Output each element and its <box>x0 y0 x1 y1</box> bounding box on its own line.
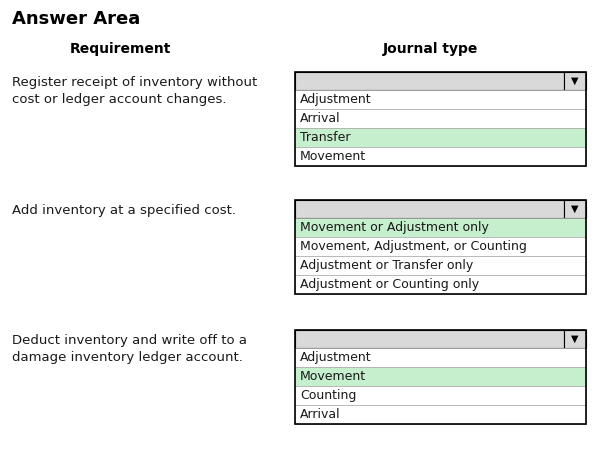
Bar <box>295 330 586 424</box>
Bar <box>564 200 586 218</box>
Text: Movement, Adjustment, or Counting: Movement, Adjustment, or Counting <box>300 240 527 253</box>
Text: Counting: Counting <box>300 389 356 402</box>
Bar <box>295 348 586 367</box>
Text: Journal type: Journal type <box>382 42 478 56</box>
Bar <box>295 72 586 166</box>
Bar <box>295 147 586 166</box>
Text: ▼: ▼ <box>571 204 579 214</box>
Text: Movement: Movement <box>300 150 366 163</box>
Bar <box>295 367 586 386</box>
Bar <box>564 72 586 90</box>
Bar <box>295 275 586 294</box>
Text: Arrival: Arrival <box>300 112 341 125</box>
Text: Requirement: Requirement <box>69 42 170 56</box>
Text: Deduct inventory and write off to a
damage inventory ledger account.: Deduct inventory and write off to a dama… <box>12 334 247 364</box>
Bar <box>295 386 586 405</box>
Text: ▼: ▼ <box>571 334 579 344</box>
Bar <box>295 90 586 109</box>
Text: Register receipt of inventory without
cost or ledger account changes.: Register receipt of inventory without co… <box>12 76 257 106</box>
Text: Transfer: Transfer <box>300 131 350 144</box>
Bar <box>564 330 586 348</box>
Text: Adjustment or Counting only: Adjustment or Counting only <box>300 278 479 291</box>
Text: Arrival: Arrival <box>300 408 341 421</box>
Bar <box>295 218 586 237</box>
Text: Adjustment: Adjustment <box>300 93 371 106</box>
Text: Movement or Adjustment only: Movement or Adjustment only <box>300 221 489 234</box>
Bar <box>295 200 564 218</box>
Bar <box>295 72 564 90</box>
Bar <box>295 200 586 294</box>
Bar <box>295 109 586 128</box>
Bar <box>295 330 564 348</box>
Text: Adjustment or Transfer only: Adjustment or Transfer only <box>300 259 473 272</box>
Bar <box>295 405 586 424</box>
Text: Adjustment: Adjustment <box>300 351 371 364</box>
Bar <box>295 128 586 147</box>
Text: ▼: ▼ <box>571 76 579 86</box>
Bar <box>295 237 586 256</box>
Text: Add inventory at a specified cost.: Add inventory at a specified cost. <box>12 204 236 217</box>
Bar <box>295 256 586 275</box>
Text: Movement: Movement <box>300 370 366 383</box>
Text: Answer Area: Answer Area <box>12 10 141 28</box>
